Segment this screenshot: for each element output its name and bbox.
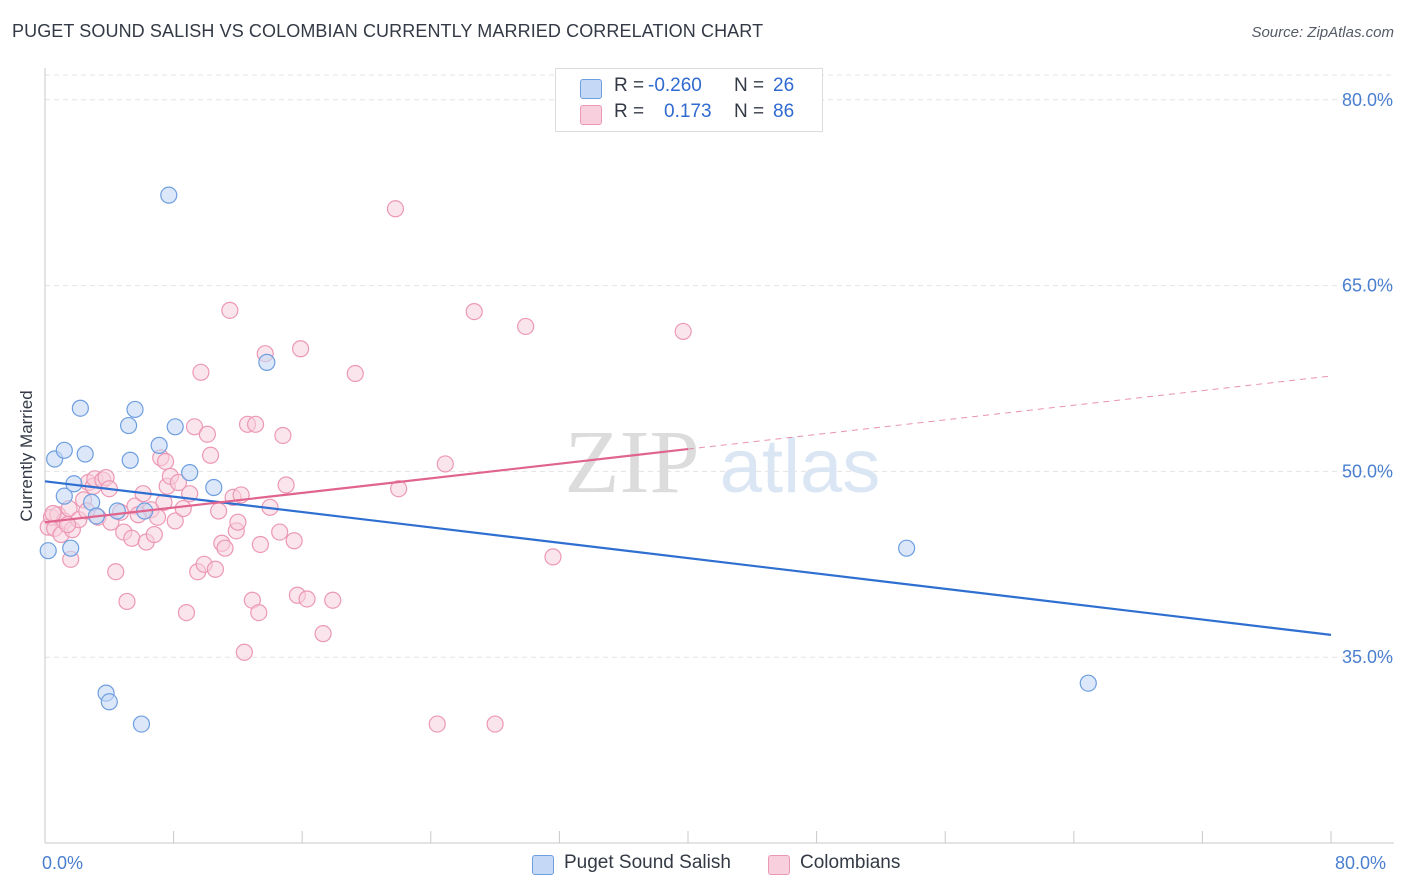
colombians-point xyxy=(246,415,265,433)
puget-sound-salish-point xyxy=(62,539,80,557)
colombians-point xyxy=(44,504,62,523)
colombians-point xyxy=(123,529,141,547)
colombians-point xyxy=(235,643,253,661)
colombians-point xyxy=(166,512,184,530)
colombians-point xyxy=(229,513,247,531)
colombians-point xyxy=(285,532,303,550)
stats-legend: R = -0.260 N = 26 R = 0.173 N = 86 xyxy=(555,68,823,132)
colombians-point xyxy=(174,499,192,518)
puget-sound-salish-point xyxy=(205,478,223,497)
puget-sound-salish-point xyxy=(258,353,276,371)
colombians-point xyxy=(216,539,234,557)
colombians-point xyxy=(145,525,163,544)
puget-sound-salish-point xyxy=(181,464,199,482)
colombians-point xyxy=(674,322,692,341)
colombians-point xyxy=(118,592,136,611)
colombians-trend-extension xyxy=(687,375,1332,450)
puget-legend-swatch xyxy=(532,855,554,875)
colombians-point xyxy=(206,560,224,578)
puget-sound-salish-point xyxy=(55,441,73,459)
colombians-point xyxy=(517,317,535,336)
colombians-point xyxy=(177,603,196,622)
watermark-atlas: atlas xyxy=(720,424,881,509)
watermark: ZIP atlas xyxy=(565,413,881,512)
y-tick-label: 50.0% xyxy=(1342,461,1393,481)
colombians-points xyxy=(39,200,692,733)
colombians-point xyxy=(192,363,210,381)
puget-sound-salish-point xyxy=(166,418,184,436)
colombians-r-value: 0.173 xyxy=(664,101,712,122)
puget-n-label: N = xyxy=(734,75,765,96)
puget-sound-salish-point xyxy=(121,451,139,469)
puget-sound-salish-point xyxy=(898,539,916,557)
colombians-point xyxy=(221,301,239,319)
colombians-point xyxy=(390,480,408,498)
puget-sound-salish-point xyxy=(160,186,178,204)
watermark-zip: ZIP xyxy=(565,413,700,512)
colombians-point xyxy=(185,418,204,436)
colombians-point xyxy=(314,625,332,643)
colombians-point xyxy=(201,446,220,464)
colombians-point xyxy=(346,364,364,383)
puget-sound-salish-point xyxy=(100,693,118,711)
colombians-r-label: R = xyxy=(614,101,645,122)
colombians-n-label: N = xyxy=(734,101,765,122)
puget-n-value: 26 xyxy=(773,75,795,96)
x-axis-max-label: 80.0% xyxy=(1335,853,1387,873)
colombians-point xyxy=(324,591,342,609)
x-axis-min-label: 0.0% xyxy=(42,853,84,873)
puget-sound-salish-trend-line xyxy=(44,480,1332,636)
colombians-point xyxy=(250,603,268,622)
puget-legend-label: Puget Sound Salish xyxy=(564,852,731,873)
colombians-point xyxy=(428,715,446,733)
y-tick-label: 35.0% xyxy=(1342,647,1393,667)
puget-sound-salish-point xyxy=(108,502,126,520)
source-credit: Source: ZipAtlas.com xyxy=(1251,24,1394,41)
y-tick-label: 80.0% xyxy=(1342,90,1393,110)
puget-sound-salish-point xyxy=(55,487,73,505)
colombians-point xyxy=(298,590,316,608)
colombians-legend-swatch xyxy=(768,855,790,875)
puget-sound-salish-point xyxy=(119,416,138,435)
colombians-point xyxy=(386,200,405,218)
puget-r-label: R = xyxy=(614,75,645,96)
colombians-point xyxy=(251,535,270,554)
colombians-point xyxy=(291,340,310,358)
colombians-point xyxy=(156,452,175,471)
y-tick-label: 65.0% xyxy=(1342,276,1393,296)
colombians-point xyxy=(486,715,504,733)
puget-sound-salish-point xyxy=(1079,674,1097,692)
colombians-point xyxy=(271,523,289,541)
grid-lines xyxy=(45,74,1394,658)
puget-sound-salish-point xyxy=(39,542,57,560)
colombians-point xyxy=(107,563,125,581)
colombians-point xyxy=(274,426,292,445)
colombians-point xyxy=(210,502,228,520)
y-axis-title: Currently Married xyxy=(17,390,36,522)
colombians-swatch xyxy=(580,105,602,125)
puget-sound-salish-point xyxy=(132,715,151,733)
colombians-point xyxy=(436,455,454,473)
colombians-point xyxy=(169,473,188,492)
puget-sound-salish-point xyxy=(76,445,94,463)
colombians-point xyxy=(198,425,216,443)
chart-title: PUGET SOUND SALISH VS COLOMBIAN CURRENTL… xyxy=(12,21,764,41)
axes xyxy=(44,68,1394,844)
y-tick-labels: 35.0% 50.0% 65.0% 80.0% xyxy=(1342,90,1393,667)
puget-sound-salish-point xyxy=(150,436,168,454)
puget-sound-salish-point xyxy=(126,400,144,419)
puget-swatch xyxy=(580,79,602,99)
trend-lines xyxy=(44,375,1332,636)
puget-sound-salish-point xyxy=(71,399,89,417)
colombians-trend-line xyxy=(44,447,689,524)
puget-r-value: -0.260 xyxy=(648,75,702,96)
colombians-point xyxy=(155,493,173,511)
colombians-point xyxy=(277,476,295,494)
colombians-legend-label: Colombians xyxy=(800,852,901,873)
colombians-point xyxy=(544,548,562,566)
colombians-n-value: 86 xyxy=(773,101,795,122)
colombians-point xyxy=(465,302,483,321)
